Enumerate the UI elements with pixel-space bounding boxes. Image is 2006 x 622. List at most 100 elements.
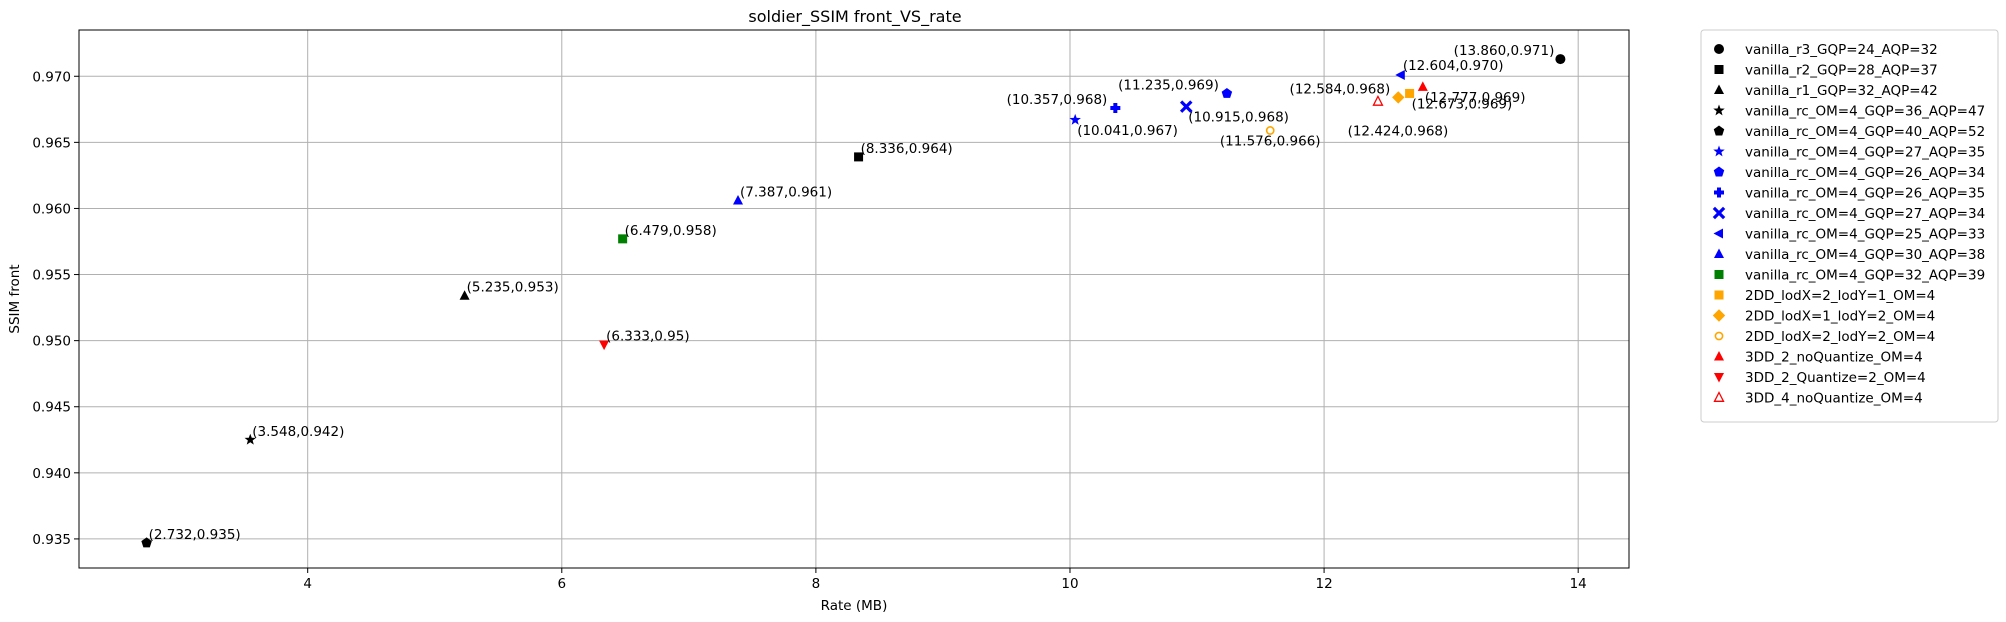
data-points <box>141 54 1566 548</box>
legend-marker-14 <box>1712 309 1726 322</box>
x-tick-label: 10 <box>1061 576 1078 592</box>
legend-marker-16 <box>1714 351 1724 361</box>
data-point-1 <box>1555 54 1566 65</box>
legend: vanilla_r3_GQP=24_AQP=32 vanilla_r2_GQP=2… <box>1700 29 1999 423</box>
legend-entry-3: vanilla_r1_GQP=32_AQP=42 <box>1745 83 1938 99</box>
legend-marker-1 <box>1714 44 1724 54</box>
legend-marker-10 <box>1713 228 1723 239</box>
legend-marker-6 <box>1713 145 1725 157</box>
data-point-8 <box>1110 102 1121 113</box>
x-tick-label: 6 <box>557 576 566 592</box>
legend-entry-10: vanilla_rc_OM=4_GQP=25_AQP=33 <box>1745 227 1985 243</box>
data-label-6: (10.041,0.967) <box>1077 123 1178 139</box>
axis-ticks: 4 6 8 10 12 14 0.935 0.940 0.945 0.950 0.955 0.960 0… <box>32 69 1586 592</box>
data-label-12: (6.479,0.958) <box>625 223 717 239</box>
y-tick-label: 0.940 <box>32 466 71 482</box>
data-label-15: (11.576,0.966) <box>1220 133 1321 149</box>
x-tick-label: 12 <box>1315 576 1332 592</box>
legend-entry-7: vanilla_rc_OM=4_GQP=26_AQP=34 <box>1745 165 1985 181</box>
grid-lines <box>79 30 1629 568</box>
legend-marker-8 <box>1714 187 1724 198</box>
legend-entry-14: 2DD_lodX=1_lodY=2_OM=4 <box>1745 309 1935 325</box>
data-label-3: (5.235,0.953) <box>467 280 559 296</box>
legend-entry-12: vanilla_rc_OM=4_GQP=32_AQP=39 <box>1745 268 1985 284</box>
data-label-7: (11.235,0.969) <box>1118 77 1219 93</box>
chart-title: soldier_SSIM front_VS_rate <box>748 7 961 27</box>
data-point-11 <box>733 195 744 205</box>
data-point-15 <box>1265 126 1275 135</box>
legend-entry-18: 3DD_4_noQuantize_OM=4 <box>1745 391 1923 407</box>
legend-frame <box>1700 29 1999 423</box>
data-label-17: (6.333,0.95) <box>606 329 690 345</box>
legend-marker-9-stroke <box>1712 206 1726 220</box>
y-tick-label: 0.935 <box>32 532 71 548</box>
data-point-9 <box>1179 100 1193 113</box>
data-label-2: (8.336,0.964) <box>861 141 953 157</box>
legend-marker-5 <box>1713 125 1725 136</box>
y-tick-label: 0.945 <box>32 400 71 416</box>
legend-entry-1: vanilla_r3_GQP=24_AQP=32 <box>1745 42 1938 58</box>
data-point-14 <box>1392 91 1405 104</box>
data-label-11: (7.387,0.961) <box>740 185 832 201</box>
data-label-4: (3.548,0.942) <box>252 424 344 440</box>
legend-entry-2: vanilla_r2_GQP=28_AQP=37 <box>1745 63 1938 79</box>
data-label-9: (10.915,0.968) <box>1188 110 1289 126</box>
legend-entry-4: vanilla_rc_OM=4_GQP=36_AQP=47 <box>1745 104 1985 120</box>
data-point-10 <box>1395 69 1405 80</box>
y-tick-label: 0.955 <box>32 268 71 284</box>
y-tick-label: 0.960 <box>32 201 71 217</box>
data-point-7 <box>1221 87 1233 98</box>
x-tick-label: 8 <box>812 576 821 592</box>
legend-entry-15: 2DD_lodX=2_lodY=2_OM=4 <box>1745 329 1935 345</box>
legend-marker-9 <box>1712 206 1726 220</box>
y-tick-label: 0.965 <box>32 135 71 151</box>
data-label-18: (12.424,0.968) <box>1348 123 1449 139</box>
data-point-3 <box>459 290 470 300</box>
legend-marker-18 <box>1713 391 1725 402</box>
legend-entry-6: vanilla_rc_OM=4_GQP=27_AQP=35 <box>1745 145 1985 161</box>
x-axis-label: Rate (MB) <box>821 598 888 614</box>
x-tick-label: 4 <box>303 576 312 592</box>
x-tick-label: 14 <box>1570 576 1587 592</box>
data-point-6 <box>1069 113 1081 125</box>
data-label-13: (12.673,0.969) <box>1412 96 1513 112</box>
data-label-5: (2.732,0.935) <box>149 527 241 543</box>
legend-marker-15 <box>1714 331 1724 341</box>
data-point-16 <box>1417 81 1428 91</box>
legend-marker-7 <box>1713 166 1725 177</box>
data-point-17 <box>599 340 610 351</box>
legend-marker-3 <box>1714 84 1724 94</box>
legend-entry-9: vanilla_rc_OM=4_GQP=27_AQP=34 <box>1745 206 1985 222</box>
data-point-9-stroke <box>1179 100 1193 113</box>
legend-entry-11: vanilla_rc_OM=4_GQP=30_AQP=38 <box>1745 247 1985 263</box>
legend-entry-5: vanilla_rc_OM=4_GQP=40_AQP=52 <box>1745 124 1985 140</box>
data-point-18 <box>1372 94 1384 106</box>
y-axis-label: SSIM front <box>7 264 23 333</box>
data-label-1: (13.860,0.971) <box>1454 43 1555 59</box>
data-label-16: (12.777,0.969) <box>1425 90 1526 106</box>
legend-marker-17 <box>1714 373 1724 383</box>
data-label-10: (12.604,0.970) <box>1403 58 1504 74</box>
data-label-14: (12.584,0.968) <box>1290 81 1391 97</box>
legend-marker-11 <box>1714 248 1724 258</box>
legend-marker-12 <box>1714 270 1724 279</box>
legend-entry-17: 3DD_2_Quantize=2_OM=4 <box>1745 370 1926 386</box>
data-point-4 <box>244 433 256 445</box>
data-point-2 <box>854 152 864 162</box>
data-point-13 <box>1405 88 1415 98</box>
legend-entry-8: vanilla_rc_OM=4_GQP=26_AQP=35 <box>1745 186 1985 202</box>
data-label-8: (10.357,0.968) <box>1007 92 1108 108</box>
y-tick-label: 0.950 <box>32 334 71 350</box>
legend-entry-13: 2DD_lodX=2_lodY=1_OM=4 <box>1745 288 1935 304</box>
plot-area-frame <box>78 29 1630 569</box>
data-labels: (13.860,0.971) (8.336,0.964) (5.235,0.953)… <box>149 43 1555 543</box>
legend-marker-2 <box>1714 65 1724 74</box>
y-tick-label: 0.970 <box>32 69 71 85</box>
legend-marker-4 <box>1713 104 1725 116</box>
data-point-12 <box>618 234 628 244</box>
legend-marker-13 <box>1714 290 1724 300</box>
data-point-5 <box>141 537 152 548</box>
legend-entry-16: 3DD_2_noQuantize_OM=4 <box>1745 350 1923 366</box>
